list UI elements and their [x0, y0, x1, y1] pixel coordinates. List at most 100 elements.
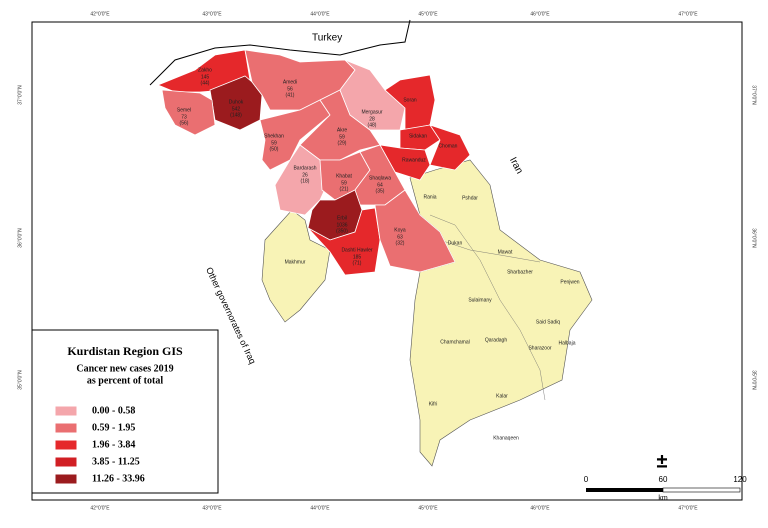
district-name: Rania [423, 194, 436, 200]
legend-swatch [54, 456, 78, 468]
scale-label: 120 [733, 475, 747, 484]
district-name: Koya [394, 227, 406, 233]
district-name: Halbaja [559, 340, 576, 346]
district-name: Sidakan [409, 133, 427, 139]
scale-bar [662, 487, 741, 493]
makhmur-region [261, 209, 331, 323]
district-name: Duhok [229, 99, 244, 105]
district-count: 1036 [336, 222, 347, 228]
district-name: Shekhan [264, 133, 284, 139]
legend-label: 1.96 - 3.84 [92, 439, 135, 450]
north-symbol: ± [657, 450, 668, 472]
district-name: Shaqlawa [369, 175, 391, 181]
district-count: 145 [201, 74, 210, 80]
district-area [429, 124, 471, 171]
district-count: 63 [397, 234, 403, 240]
coord-label: 37°0'0"N [751, 85, 757, 105]
district-sub: (148) [230, 112, 242, 118]
district-area [161, 89, 216, 136]
legend-swatch [54, 473, 78, 485]
district-sub: (21) [340, 186, 349, 192]
district-name: Dukan [448, 240, 463, 246]
district-name: Said Sadiq [536, 319, 560, 325]
coord-label: 37°0'0"N [17, 85, 23, 105]
legend-swatch [54, 422, 78, 434]
district-name: Makhmur [285, 259, 306, 265]
regions [156, 49, 593, 467]
legend-subtitle: as percent of total [87, 375, 163, 386]
district-name: Rawanduz [402, 157, 426, 163]
coord-label: 43°0'0"E [202, 11, 222, 17]
district-name: Akre [337, 127, 348, 133]
district-count: 56 [287, 86, 293, 92]
district-count: 73 [181, 114, 187, 120]
coord-label: 36°0'0"N [751, 228, 757, 248]
coord-label: 45°0'0"E [418, 505, 438, 511]
coord-label: 42°0'0"E [90, 505, 110, 511]
district-name: Sulaimany [468, 297, 492, 303]
coord-label: 46°0'0"E [530, 11, 550, 17]
legend-title: Kurdistan Region GIS [67, 344, 183, 358]
district-name: Khanaqeen [493, 435, 519, 441]
district-sub: (71) [353, 260, 362, 266]
coordinates: 42°0'0"E 42°0'0"E 43°0'0"E 43°0'0"E 44°0'0"E… [17, 11, 756, 511]
district-name: Mergasur [361, 109, 382, 115]
district-border [429, 214, 546, 401]
district-area [384, 74, 436, 131]
district-name: Sharbazher [507, 269, 533, 275]
district-sub: (56) [180, 120, 189, 126]
district-name: Zakho [198, 67, 212, 73]
legend-label: 3.85 - 11.25 [92, 456, 140, 467]
district-area [339, 59, 406, 131]
coord-label: 36°0'0"N [17, 228, 23, 248]
coord-label: 47°0'0"E [678, 505, 698, 511]
legend-swatch [54, 439, 78, 451]
district-area [399, 124, 441, 151]
coord-label: 35°0'0"N [751, 370, 757, 390]
district-border [439, 239, 541, 263]
legend-label: 0.00 - 0.58 [92, 405, 135, 416]
district-count: 542 [232, 106, 241, 112]
legend-label: 0.59 - 1.95 [92, 422, 135, 433]
district-count: 185 [353, 254, 362, 260]
country-border [149, 19, 411, 86]
district-sub: (50) [270, 146, 279, 152]
district-name: Bardarash [293, 165, 316, 171]
district-sub: (41) [286, 92, 295, 98]
district-name: Dashti Hawler [341, 247, 372, 253]
district-count: 59 [339, 134, 345, 140]
district-count: 28 [369, 116, 375, 122]
district-area [209, 75, 263, 131]
district-sub: (29) [338, 140, 347, 146]
district-name: Kifri [429, 401, 438, 407]
coord-label: 35°0'0"N [17, 370, 23, 390]
scale-unit: km [658, 495, 668, 502]
coord-label: 43°0'0"E [202, 505, 222, 511]
coord-label: 44°0'0"E [310, 11, 330, 17]
district-name: Choman [439, 143, 458, 149]
district-sub: (44) [201, 80, 210, 86]
coord-label: 44°0'0"E [310, 505, 330, 511]
coord-label: 47°0'0"E [678, 11, 698, 17]
district-name: Soran [403, 97, 417, 103]
scale-bar [586, 488, 663, 492]
legend-items: 0.00 - 0.58 0.59 - 1.95 1.96 - 3.84 3.85 - … [54, 405, 145, 485]
district-name: Qaradagh [485, 337, 507, 343]
coord-label: 42°0'0"E [90, 11, 110, 17]
district-sub: (35) [376, 188, 385, 194]
district-name: Semel [177, 107, 191, 113]
district-name: Kalar [496, 393, 508, 399]
map-frame [31, 21, 743, 501]
legend-subtitle: Cancer new cases 2019 [76, 363, 173, 374]
legend-swatch [54, 405, 78, 417]
district-count: 64 [377, 182, 383, 188]
coord-label: 46°0'0"E [530, 505, 550, 511]
district-name: Mawat [498, 249, 513, 255]
scale-label: 0 [584, 475, 589, 484]
scale-label: 60 [659, 475, 668, 484]
district-name: Sharazoor [528, 345, 551, 351]
district-sub: (48) [368, 122, 377, 128]
district-area [374, 189, 456, 273]
